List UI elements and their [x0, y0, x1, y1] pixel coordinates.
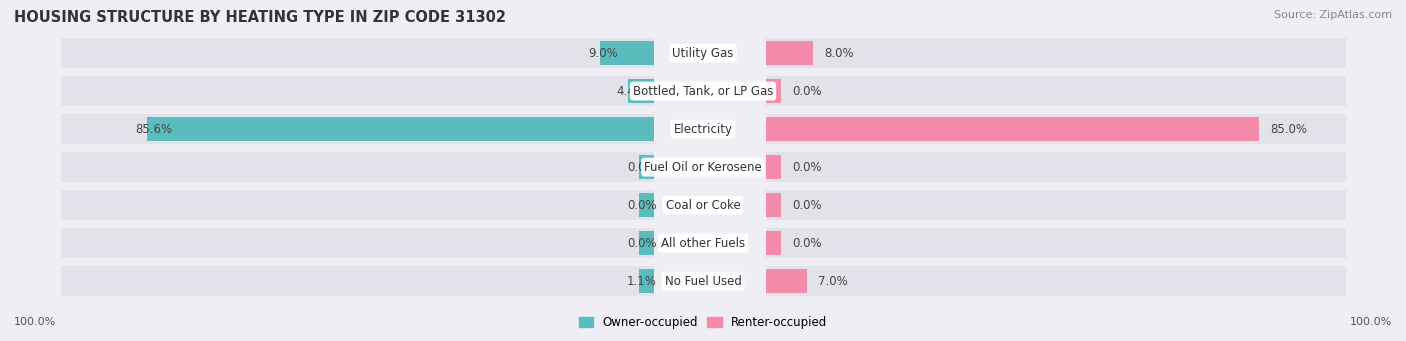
- Bar: [766, 228, 1346, 258]
- Text: 100.0%: 100.0%: [14, 317, 56, 327]
- Text: Coal or Coke: Coal or Coke: [665, 198, 741, 211]
- Text: Source: ZipAtlas.com: Source: ZipAtlas.com: [1274, 10, 1392, 20]
- Bar: [766, 79, 780, 103]
- Text: No Fuel Used: No Fuel Used: [665, 275, 741, 287]
- Bar: [62, 190, 654, 220]
- Bar: [638, 231, 654, 255]
- Text: 8.0%: 8.0%: [824, 47, 853, 60]
- Text: 0.0%: 0.0%: [793, 198, 823, 211]
- Bar: [766, 266, 1346, 296]
- Bar: [766, 193, 780, 217]
- Text: Utility Gas: Utility Gas: [672, 47, 734, 60]
- Bar: [766, 114, 1346, 144]
- Bar: [766, 155, 780, 179]
- Bar: [62, 114, 654, 144]
- Text: Bottled, Tank, or LP Gas: Bottled, Tank, or LP Gas: [633, 85, 773, 98]
- Bar: [766, 190, 1346, 220]
- Text: 0.0%: 0.0%: [793, 237, 823, 250]
- Bar: [62, 228, 654, 258]
- Bar: [766, 269, 807, 293]
- Legend: Owner-occupied, Renter-occupied: Owner-occupied, Renter-occupied: [576, 314, 830, 332]
- Text: HOUSING STRUCTURE BY HEATING TYPE IN ZIP CODE 31302: HOUSING STRUCTURE BY HEATING TYPE IN ZIP…: [14, 10, 506, 25]
- Bar: [638, 269, 654, 293]
- Bar: [766, 231, 780, 255]
- Text: 85.6%: 85.6%: [135, 123, 172, 136]
- Text: 9.0%: 9.0%: [589, 47, 619, 60]
- Bar: [766, 38, 1346, 68]
- Bar: [600, 41, 654, 65]
- Text: 0.0%: 0.0%: [793, 85, 823, 98]
- Text: Fuel Oil or Kerosene: Fuel Oil or Kerosene: [644, 161, 762, 174]
- Bar: [766, 76, 1346, 106]
- Text: All other Fuels: All other Fuels: [661, 237, 745, 250]
- Bar: [146, 117, 654, 141]
- Text: 4.4%: 4.4%: [616, 85, 645, 98]
- Text: Electricity: Electricity: [673, 123, 733, 136]
- Bar: [766, 41, 813, 65]
- Bar: [62, 76, 654, 106]
- Text: 0.0%: 0.0%: [627, 161, 657, 174]
- Text: 0.0%: 0.0%: [627, 237, 657, 250]
- Bar: [62, 38, 654, 68]
- Text: 0.0%: 0.0%: [793, 161, 823, 174]
- Text: 0.0%: 0.0%: [627, 198, 657, 211]
- Bar: [766, 117, 1258, 141]
- Text: 1.1%: 1.1%: [627, 275, 657, 287]
- Bar: [62, 266, 654, 296]
- Text: 7.0%: 7.0%: [818, 275, 848, 287]
- Text: 100.0%: 100.0%: [1350, 317, 1392, 327]
- Bar: [638, 193, 654, 217]
- Bar: [627, 79, 654, 103]
- Bar: [62, 152, 654, 182]
- Bar: [766, 152, 1346, 182]
- Bar: [638, 155, 654, 179]
- Text: 85.0%: 85.0%: [1270, 123, 1308, 136]
